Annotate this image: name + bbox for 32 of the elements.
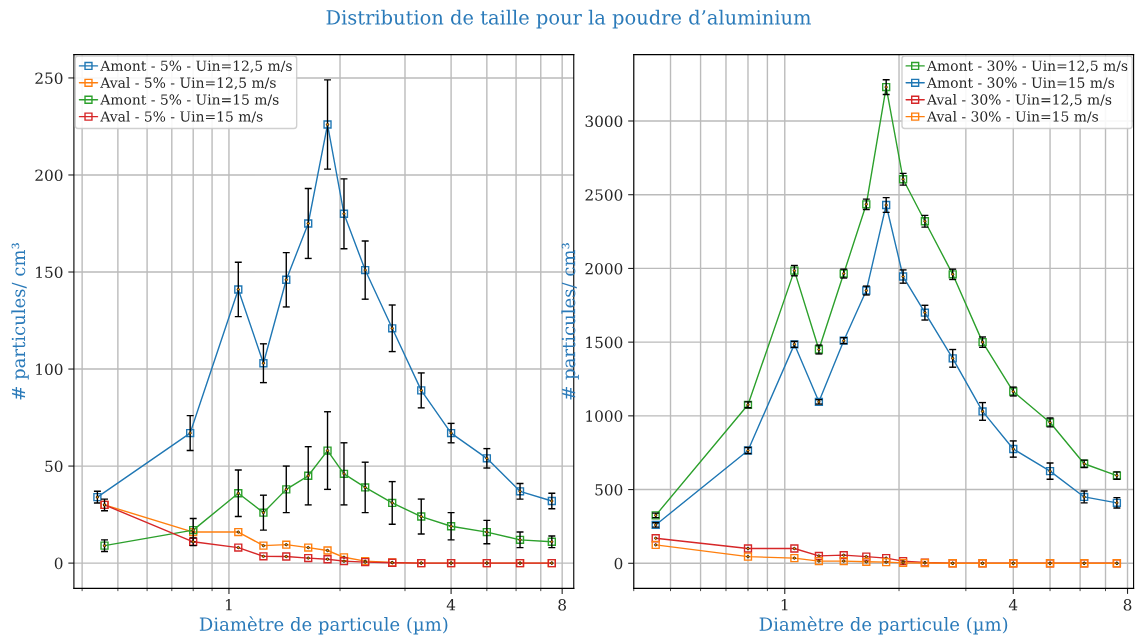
legend-label: Aval - 5% - Uin=12,5 m/s xyxy=(100,77,276,90)
y-tick-label: 500 xyxy=(595,484,623,496)
y-tick-label: 150 xyxy=(36,266,63,279)
y-tick-label: 2500 xyxy=(585,189,623,201)
x-tick-label: 8 xyxy=(558,599,566,611)
y-axis-title: # particules/ cm³ xyxy=(11,243,29,400)
y-tick-label: 1500 xyxy=(586,336,623,349)
x-tick-label: 4 xyxy=(1008,599,1018,611)
y-tick-label: 3000 xyxy=(585,115,623,128)
y-tick-label: 250 xyxy=(35,72,63,84)
x-tick-label: 1 xyxy=(781,599,788,611)
x-tick-label: 1 xyxy=(225,599,232,611)
y-tick-label: 50 xyxy=(45,460,63,473)
y-axis-title: # particules/ cm³ xyxy=(561,243,579,400)
x-axis-title: Diamètre de particule (µm) xyxy=(199,616,448,635)
y-tick-label: 0 xyxy=(614,557,623,570)
x-tick-label: 8 xyxy=(1123,599,1132,611)
legend-label: Aval - 5% - Uin=15 m/s xyxy=(100,110,263,123)
x-axis-title: Diamètre de particule (µm) xyxy=(759,616,1008,635)
y-tick-label: 200 xyxy=(35,169,63,181)
chart-title: Distribution de taille pour la poudre d’aluminium xyxy=(326,9,811,29)
legend-label: Amont - 30% - Uin=12,5 m/s xyxy=(926,60,1128,73)
legend-label: Amont - 30% - Uin=15 m/s xyxy=(926,77,1115,89)
y-tick-label: 1000 xyxy=(586,410,623,422)
legend-label: Aval - 30% - Uin=15 m/s xyxy=(926,110,1099,123)
legend-label: Amont - 5% - Uin=12,5 m/s xyxy=(100,60,292,73)
y-tick-label: 0 xyxy=(54,557,63,570)
y-tick-label: 2000 xyxy=(585,262,623,275)
y-tick-label: 100 xyxy=(36,363,63,376)
legend-label: Amont - 5% - Uin=15 m/s xyxy=(100,94,279,106)
x-tick-label: 4 xyxy=(446,599,456,611)
legend-label: Aval - 30% - Uin=12,5 m/s xyxy=(926,94,1112,107)
